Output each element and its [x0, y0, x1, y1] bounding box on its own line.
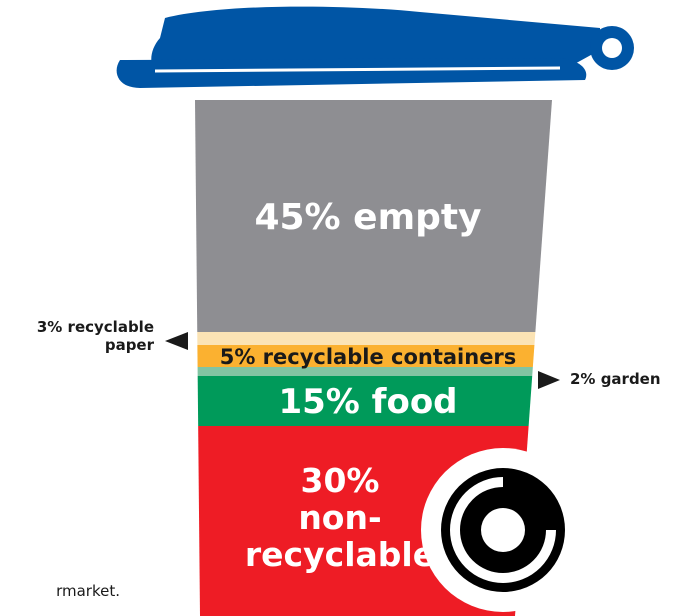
label-recyclable-containers: 5% recyclable containers — [220, 345, 517, 369]
bin-body — [195, 100, 552, 616]
paper-pointer-arrow — [165, 332, 188, 350]
label-non-recyclable-line-1: 30% — [301, 461, 380, 500]
label-garden: 2% garden — [570, 370, 661, 388]
label-paper-line-2: paper — [104, 336, 154, 354]
garden-pointer-arrow — [538, 371, 560, 389]
label-food: 15% food — [278, 382, 457, 422]
label-non-recyclable-line-2: non- — [298, 498, 381, 537]
wheel-icon — [421, 448, 585, 612]
bin-lid — [116, 6, 634, 88]
segment-empty — [195, 100, 552, 332]
segment-recyclable-paper — [195, 332, 552, 345]
segment-garden — [195, 367, 552, 376]
caption-clip: rmarket. — [0, 578, 120, 608]
segment-food — [195, 376, 552, 426]
label-empty: 45% empty — [254, 197, 481, 238]
label-paper-line-1: 3% recyclable — [36, 318, 154, 336]
caption-text: rmarket. — [56, 582, 120, 600]
label-recyclable-paper: 3% recyclable paper — [4, 318, 154, 354]
label-non-recyclable-line-3: recyclable — [245, 535, 435, 574]
segment-recyclable-containers — [195, 345, 552, 367]
